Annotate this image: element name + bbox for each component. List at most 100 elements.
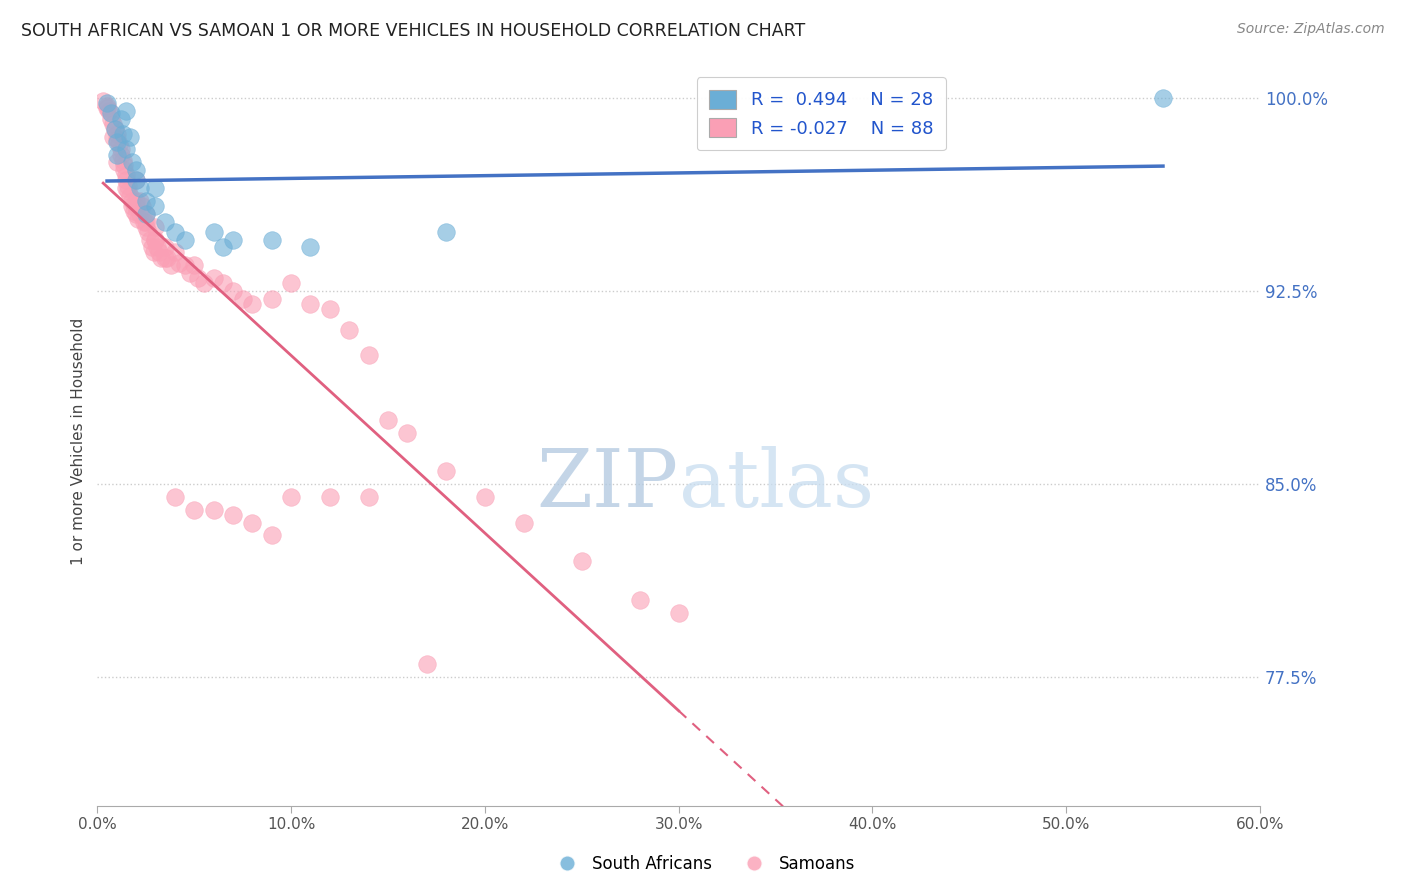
- Point: [150, 251, 173, 265]
- Point: [115, 181, 138, 195]
- Point: [357, 348, 380, 362]
- Point: [129, 194, 152, 208]
- Point: [153, 214, 176, 228]
- Point: [163, 490, 186, 504]
- Point: [434, 225, 457, 239]
- Point: [628, 592, 651, 607]
- Point: [101, 117, 124, 131]
- Point: [136, 225, 159, 239]
- Point: [121, 199, 143, 213]
- Point: [141, 240, 163, 254]
- Point: [299, 240, 322, 254]
- Point: [135, 219, 157, 234]
- Point: [145, 199, 167, 213]
- Point: [145, 219, 167, 234]
- Point: [173, 233, 195, 247]
- Point: [120, 129, 142, 144]
- Point: [1152, 91, 1174, 105]
- Point: [145, 233, 167, 247]
- Point: [135, 207, 157, 221]
- Point: [167, 256, 190, 270]
- Point: [280, 277, 302, 291]
- Point: [160, 258, 183, 272]
- Point: [146, 240, 169, 254]
- Point: [668, 606, 690, 620]
- Point: [135, 214, 157, 228]
- Point: [156, 251, 179, 265]
- Point: [129, 207, 152, 221]
- Point: [193, 277, 215, 291]
- Point: [299, 297, 322, 311]
- Point: [212, 240, 235, 254]
- Point: [115, 103, 138, 118]
- Point: [125, 163, 148, 178]
- Point: [121, 155, 143, 169]
- Point: [115, 168, 138, 182]
- Point: [114, 158, 136, 172]
- Point: [114, 163, 136, 178]
- Point: [105, 132, 128, 146]
- Point: [135, 207, 157, 221]
- Point: [125, 173, 148, 187]
- Point: [153, 240, 176, 254]
- Point: [100, 112, 122, 126]
- Point: [163, 245, 186, 260]
- Point: [416, 657, 439, 671]
- Point: [319, 490, 342, 504]
- Point: [260, 233, 283, 247]
- Point: [105, 135, 128, 149]
- Point: [202, 271, 225, 285]
- Point: [105, 155, 128, 169]
- Point: [135, 194, 157, 208]
- Text: Source: ZipAtlas.com: Source: ZipAtlas.com: [1237, 22, 1385, 37]
- Point: [396, 425, 419, 440]
- Point: [117, 184, 139, 198]
- Point: [222, 284, 245, 298]
- Point: [187, 271, 209, 285]
- Point: [105, 127, 128, 141]
- Point: [96, 101, 118, 115]
- Point: [110, 143, 132, 157]
- Point: [127, 211, 149, 226]
- Point: [121, 194, 143, 208]
- Point: [240, 516, 263, 530]
- Point: [202, 502, 225, 516]
- Point: [125, 199, 148, 213]
- Point: [138, 233, 160, 247]
- Point: [183, 258, 205, 272]
- Point: [115, 143, 138, 157]
- Point: [260, 292, 283, 306]
- Point: [474, 490, 496, 504]
- Point: [377, 412, 399, 426]
- Point: [337, 322, 360, 336]
- Point: [357, 490, 380, 504]
- Text: atlas: atlas: [679, 446, 873, 524]
- Point: [212, 277, 235, 291]
- Point: [96, 96, 118, 111]
- Point: [96, 99, 118, 113]
- Point: [111, 127, 134, 141]
- Point: [122, 204, 145, 219]
- Point: [142, 245, 165, 260]
- Point: [153, 251, 176, 265]
- Point: [131, 199, 153, 213]
- Legend: South Africans, Samoans: South Africans, Samoans: [544, 848, 862, 880]
- Point: [111, 153, 134, 167]
- Point: [280, 490, 302, 504]
- Point: [115, 173, 138, 187]
- Point: [125, 173, 148, 187]
- Point: [145, 181, 167, 195]
- Point: [125, 194, 148, 208]
- Point: [125, 207, 148, 221]
- Point: [120, 189, 142, 203]
- Point: [105, 147, 128, 161]
- Point: [132, 214, 155, 228]
- Point: [117, 178, 139, 193]
- Point: [240, 297, 263, 311]
- Legend: R =  0.494    N = 28, R = -0.027    N = 88: R = 0.494 N = 28, R = -0.027 N = 88: [697, 78, 946, 151]
- Point: [163, 225, 186, 239]
- Point: [512, 516, 534, 530]
- Point: [173, 258, 195, 272]
- Point: [98, 103, 121, 118]
- Y-axis label: 1 or more Vehicles in Household: 1 or more Vehicles in Household: [72, 318, 86, 566]
